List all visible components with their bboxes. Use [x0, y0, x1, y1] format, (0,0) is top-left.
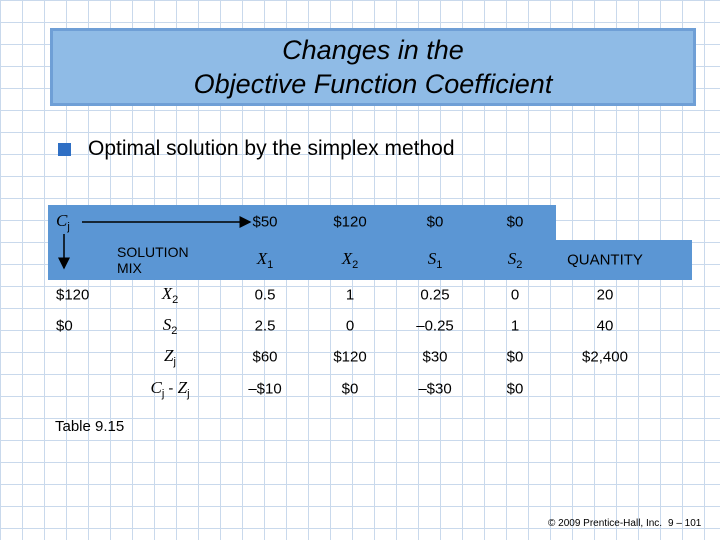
table-cell: S2: [163, 315, 178, 337]
subscript: j: [161, 388, 165, 401]
subscript: 1: [436, 259, 443, 272]
cell-part: S2: [507, 248, 523, 272]
cell-part: S2: [162, 314, 178, 338]
table-cell: $120: [56, 286, 90, 304]
column-header: X1: [257, 249, 274, 271]
table-cell: $0: [506, 348, 524, 366]
table-cell: $120: [333, 348, 367, 366]
table-cell: $30: [422, 348, 448, 366]
column-header: SOLUTION MIX: [117, 244, 189, 276]
cell-part: -: [164, 379, 178, 397]
table-cell: 0.5: [254, 286, 276, 304]
header-band: [48, 240, 692, 280]
symbol: S: [427, 248, 437, 268]
subscript: j: [173, 356, 176, 369]
table-cell: $0: [506, 380, 524, 398]
cell-part: X2: [161, 283, 179, 307]
bullet-text: Optimal solution by the simplex method: [88, 137, 455, 160]
table-cell: Cj - Zj: [150, 378, 189, 400]
symbol: S: [507, 248, 517, 268]
symbol: X: [161, 283, 173, 303]
subscript: 2: [171, 325, 178, 338]
table-cell: –$10: [248, 380, 282, 398]
column-header: QUANTITY: [567, 251, 643, 269]
cell-part: Zj: [164, 345, 176, 369]
table-cell: $60: [252, 348, 278, 366]
table-cell: 2.5: [254, 317, 276, 335]
symbol: Z: [164, 345, 174, 365]
table-cell: 1: [345, 286, 355, 304]
cj-value: $0: [426, 213, 444, 231]
subscript: 2: [516, 259, 523, 272]
column-header: S1: [428, 249, 443, 271]
cell-part: Cj: [56, 210, 70, 234]
title-line: Changes in the: [282, 35, 464, 65]
symbol: X: [256, 248, 268, 268]
title-line: Objective Function Coefficient: [193, 69, 553, 99]
symbol: S: [162, 314, 172, 334]
caption: Table 9.15: [55, 418, 125, 435]
bullet-icon: [58, 143, 71, 156]
table-cell: 20: [596, 286, 614, 304]
cj-value: $50: [252, 213, 278, 231]
table-cell: 0: [510, 286, 520, 304]
subscript: 1: [267, 259, 274, 272]
title-box: Changes in the Objective Function Coeffi…: [50, 28, 696, 106]
table-cell: 0: [345, 317, 355, 335]
table-cell: $0: [56, 317, 73, 335]
cell-part: X1: [256, 248, 274, 272]
cj-value: $0: [506, 213, 524, 231]
subscript: j: [67, 221, 70, 234]
table-cell: $0: [341, 380, 359, 398]
copyright: © 2009 Prentice-Hall, Inc.: [548, 518, 663, 529]
table-cell: –0.25: [416, 317, 454, 335]
column-header: S2: [508, 249, 523, 271]
table-cell: 40: [596, 317, 614, 335]
cell-part: Cj: [150, 377, 165, 401]
page-number: 9 – 101: [668, 518, 702, 529]
cj-value: $120: [333, 213, 367, 231]
subscript: 2: [172, 294, 179, 307]
table-cell: 0.25: [420, 286, 450, 304]
table-cell: $2,400: [582, 348, 628, 366]
subscript: 2: [352, 259, 359, 272]
symbol: C: [150, 377, 162, 397]
cell-part: X2: [341, 248, 359, 272]
table-cell: Zj: [164, 346, 176, 368]
table-cell: –$30: [418, 380, 452, 398]
cell-part: Zj: [177, 377, 190, 401]
symbol: C: [56, 210, 68, 230]
symbol: X: [341, 248, 353, 268]
subscript: j: [187, 388, 190, 401]
cj-label: Cj: [56, 211, 70, 233]
column-header: X2: [342, 249, 359, 271]
table-cell: 1: [510, 317, 520, 335]
symbol: Z: [177, 377, 188, 397]
cell-part: S1: [427, 248, 443, 272]
table-cell: X2: [162, 284, 179, 306]
